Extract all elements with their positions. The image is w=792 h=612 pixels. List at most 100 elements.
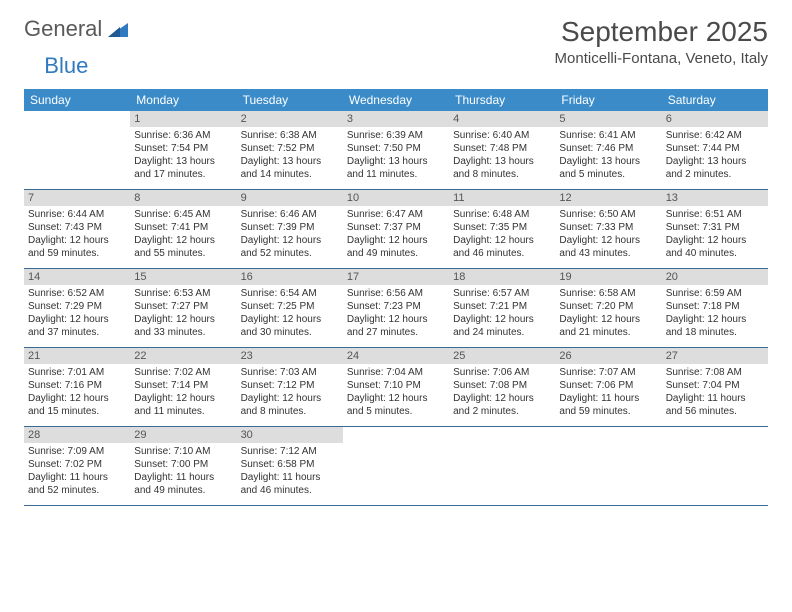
day-number: 5 [555, 111, 661, 127]
day-number: 13 [662, 190, 768, 206]
day-details: Sunrise: 6:48 AM Sunset: 7:35 PM Dayligh… [453, 208, 551, 260]
dow-cell: Thursday [449, 89, 555, 111]
day-number: 25 [449, 348, 555, 364]
day-number: 19 [555, 269, 661, 285]
day-cell: 8 Sunrise: 6:45 AM Sunset: 7:41 PM Daylig… [130, 190, 236, 268]
logo: General [24, 16, 130, 42]
day-number: 9 [237, 190, 343, 206]
day-cell: 18Sunrise: 6:57 AM Sunset: 7:21 PM Dayli… [449, 269, 555, 347]
dow-cell: Friday [555, 89, 661, 111]
day-details: Sunrise: 6:45 AM Sunset: 7:41 PM Dayligh… [134, 208, 232, 260]
day-cell: 25 Sunrise: 7:06 AM Sunset: 7:08 PM Dayli… [449, 348, 555, 426]
day-cell: 23 Sunrise: 7:03 AM Sunset: 7:12 PM Dayli… [237, 348, 343, 426]
day-details: Sunrise: 6:46 AM Sunset: 7:39 PM Dayligh… [241, 208, 339, 260]
day-details: Sunrise: 6:42 AM Sunset: 7:44 PM Dayligh… [666, 129, 764, 181]
day-cell: 11 Sunrise: 6:48 AM Sunset: 7:35 PM Dayli… [449, 190, 555, 268]
day-number: 28 [24, 427, 130, 443]
day-cell: 21Sunrise: 7:01 AM Sunset: 7:16 PM Dayli… [24, 348, 130, 426]
day-cell: . [24, 111, 130, 189]
day-details: Sunrise: 6:41 AM Sunset: 7:46 PM Dayligh… [559, 129, 657, 181]
day-details: Sunrise: 7:08 AM Sunset: 7:04 PM Dayligh… [666, 366, 764, 418]
location: Monticelli-Fontana, Veneto, Italy [555, 50, 768, 67]
logo-word-1: General [24, 16, 102, 42]
day-cell: 10 Sunrise: 6:47 AM Sunset: 7:37 PM Dayli… [343, 190, 449, 268]
month-title: September 2025 [555, 16, 768, 48]
day-of-week-row: SundayMondayTuesdayWednesdayThursdayFrid… [24, 89, 768, 111]
day-cell: 3 Sunrise: 6:39 AM Sunset: 7:50 PM Daylig… [343, 111, 449, 189]
day-cell: 28Sunrise: 7:09 AM Sunset: 7:02 PM Dayli… [24, 427, 130, 505]
day-cell: 24Sunrise: 7:04 AM Sunset: 7:10 PM Dayli… [343, 348, 449, 426]
day-cell: 16Sunrise: 6:54 AM Sunset: 7:25 PM Dayli… [237, 269, 343, 347]
day-details: Sunrise: 7:07 AM Sunset: 7:06 PM Dayligh… [559, 366, 657, 418]
day-cell: 13 Sunrise: 6:51 AM Sunset: 7:31 PM Dayli… [662, 190, 768, 268]
day-number: 23 [237, 348, 343, 364]
day-details: Sunrise: 6:40 AM Sunset: 7:48 PM Dayligh… [453, 129, 551, 181]
day-number: 21 [24, 348, 130, 364]
week-row: 28Sunrise: 7:09 AM Sunset: 7:02 PM Dayli… [24, 427, 768, 506]
day-number: 7 [24, 190, 130, 206]
day-details: Sunrise: 7:12 AM Sunset: 6:58 PM Dayligh… [241, 445, 339, 497]
day-number: 8 [130, 190, 236, 206]
day-number: 11 [449, 190, 555, 206]
day-number: 26 [555, 348, 661, 364]
day-cell: 22Sunrise: 7:02 AM Sunset: 7:14 PM Dayli… [130, 348, 236, 426]
day-details: Sunrise: 7:06 AM Sunset: 7:08 PM Dayligh… [453, 366, 551, 418]
day-number: 4 [449, 111, 555, 127]
day-details: Sunrise: 7:03 AM Sunset: 7:12 PM Dayligh… [241, 366, 339, 418]
day-details: Sunrise: 6:47 AM Sunset: 7:37 PM Dayligh… [347, 208, 445, 260]
day-number: 1 [130, 111, 236, 127]
week-row: .1 Sunrise: 6:36 AM Sunset: 7:54 PM Dayli… [24, 111, 768, 190]
day-details: Sunrise: 6:58 AM Sunset: 7:20 PM Dayligh… [559, 287, 657, 339]
day-details: Sunrise: 6:44 AM Sunset: 7:43 PM Dayligh… [28, 208, 126, 260]
day-number: 27 [662, 348, 768, 364]
day-cell: 1 Sunrise: 6:36 AM Sunset: 7:54 PM Daylig… [130, 111, 236, 189]
calendar: SundayMondayTuesdayWednesdayThursdayFrid… [24, 89, 768, 506]
day-cell: . [555, 427, 661, 505]
dow-cell: Sunday [24, 89, 130, 111]
day-cell: 30 Sunrise: 7:12 AM Sunset: 6:58 PM Dayli… [237, 427, 343, 505]
day-cell: 2 Sunrise: 6:38 AM Sunset: 7:52 PM Daylig… [237, 111, 343, 189]
day-details: Sunrise: 6:56 AM Sunset: 7:23 PM Dayligh… [347, 287, 445, 339]
day-number: 6 [662, 111, 768, 127]
dow-cell: Tuesday [237, 89, 343, 111]
day-cell: . [449, 427, 555, 505]
day-cell: 14Sunrise: 6:52 AM Sunset: 7:29 PM Dayli… [24, 269, 130, 347]
day-cell: 9 Sunrise: 6:46 AM Sunset: 7:39 PM Daylig… [237, 190, 343, 268]
day-number: 17 [343, 269, 449, 285]
day-details: Sunrise: 7:04 AM Sunset: 7:10 PM Dayligh… [347, 366, 445, 418]
day-number: 15 [130, 269, 236, 285]
day-details: Sunrise: 6:51 AM Sunset: 7:31 PM Dayligh… [666, 208, 764, 260]
day-cell: 27 Sunrise: 7:08 AM Sunset: 7:04 PM Dayli… [662, 348, 768, 426]
day-details: Sunrise: 7:02 AM Sunset: 7:14 PM Dayligh… [134, 366, 232, 418]
day-number: 3 [343, 111, 449, 127]
day-details: Sunrise: 6:53 AM Sunset: 7:27 PM Dayligh… [134, 287, 232, 339]
day-cell: 26 Sunrise: 7:07 AM Sunset: 7:06 PM Dayli… [555, 348, 661, 426]
day-details: Sunrise: 6:36 AM Sunset: 7:54 PM Dayligh… [134, 129, 232, 181]
day-number: 20 [662, 269, 768, 285]
day-details: Sunrise: 6:39 AM Sunset: 7:50 PM Dayligh… [347, 129, 445, 181]
title-block: September 2025 Monticelli-Fontana, Venet… [555, 16, 768, 67]
weeks-container: .1Sunrise: 6:36 AM Sunset: 7:54 PM Dayli… [24, 111, 768, 506]
day-cell: 6 Sunrise: 6:42 AM Sunset: 7:44 PM Daylig… [662, 111, 768, 189]
day-number: 2 [237, 111, 343, 127]
day-details: Sunrise: 6:54 AM Sunset: 7:25 PM Dayligh… [241, 287, 339, 339]
logo-word-2: Blue [44, 53, 88, 79]
day-cell: 17 Sunrise: 6:56 AM Sunset: 7:23 PM Dayli… [343, 269, 449, 347]
day-cell: 5 Sunrise: 6:41 AM Sunset: 7:46 PM Daylig… [555, 111, 661, 189]
day-details: Sunrise: 6:38 AM Sunset: 7:52 PM Dayligh… [241, 129, 339, 181]
day-details: Sunrise: 7:10 AM Sunset: 7:00 PM Dayligh… [134, 445, 232, 497]
dow-cell: Wednesday [343, 89, 449, 111]
day-details: Sunrise: 6:57 AM Sunset: 7:21 PM Dayligh… [453, 287, 551, 339]
day-cell: . [662, 427, 768, 505]
week-row: 21Sunrise: 7:01 AM Sunset: 7:16 PM Dayli… [24, 348, 768, 427]
day-cell: 15 Sunrise: 6:53 AM Sunset: 7:27 PM Dayli… [130, 269, 236, 347]
day-details: Sunrise: 6:59 AM Sunset: 7:18 PM Dayligh… [666, 287, 764, 339]
logo-sail-icon [106, 19, 130, 39]
week-row: 14Sunrise: 6:52 AM Sunset: 7:29 PM Dayli… [24, 269, 768, 348]
day-details: Sunrise: 6:50 AM Sunset: 7:33 PM Dayligh… [559, 208, 657, 260]
day-cell: 12Sunrise: 6:50 AM Sunset: 7:33 PM Dayli… [555, 190, 661, 268]
week-row: 7 Sunrise: 6:44 AM Sunset: 7:43 PM Daylig… [24, 190, 768, 269]
day-number: 30 [237, 427, 343, 443]
day-details: Sunrise: 6:52 AM Sunset: 7:29 PM Dayligh… [28, 287, 126, 339]
day-number: 10 [343, 190, 449, 206]
